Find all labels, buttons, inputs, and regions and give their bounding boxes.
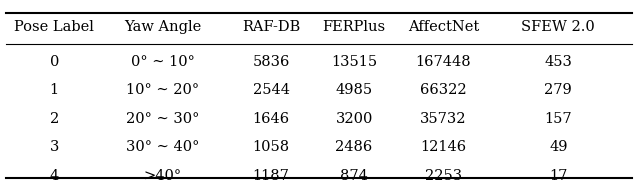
Text: SFEW 2.0: SFEW 2.0 [521,20,595,34]
Text: Yaw Angle: Yaw Angle [124,20,202,34]
Text: 49: 49 [549,140,567,154]
Text: 17: 17 [549,169,567,183]
Text: 2544: 2544 [253,83,290,97]
Text: >40°: >40° [144,169,182,183]
Text: 167448: 167448 [415,55,471,69]
Text: 1058: 1058 [253,140,290,154]
Text: Pose Label: Pose Label [14,20,94,34]
Text: 453: 453 [544,55,572,69]
Text: 3: 3 [50,140,59,154]
Text: 1646: 1646 [253,112,290,126]
Text: 13515: 13515 [331,55,377,69]
Text: FERPlus: FERPlus [323,20,385,34]
Text: 30° ∼ 40°: 30° ∼ 40° [126,140,200,154]
Text: 5836: 5836 [253,55,290,69]
Text: 2253: 2253 [425,169,462,183]
Text: AffectNet: AffectNet [408,20,479,34]
Text: 4: 4 [50,169,59,183]
Text: 2: 2 [50,112,59,126]
Text: 1187: 1187 [253,169,290,183]
Text: 0° ∼ 10°: 0° ∼ 10° [131,55,195,69]
Text: 66322: 66322 [420,83,467,97]
Text: RAF-DB: RAF-DB [242,20,300,34]
Text: 10° ∼ 20°: 10° ∼ 20° [126,83,199,97]
Text: 4985: 4985 [336,83,373,97]
Text: 1: 1 [50,83,59,97]
Text: 0: 0 [50,55,59,69]
Text: 3200: 3200 [336,112,373,126]
Text: 2486: 2486 [336,140,373,154]
Text: 279: 279 [544,83,572,97]
Text: 35732: 35732 [420,112,466,126]
Text: 157: 157 [544,112,572,126]
Text: 20° ∼ 30°: 20° ∼ 30° [126,112,200,126]
Text: 874: 874 [340,169,368,183]
Text: 12146: 12146 [420,140,466,154]
